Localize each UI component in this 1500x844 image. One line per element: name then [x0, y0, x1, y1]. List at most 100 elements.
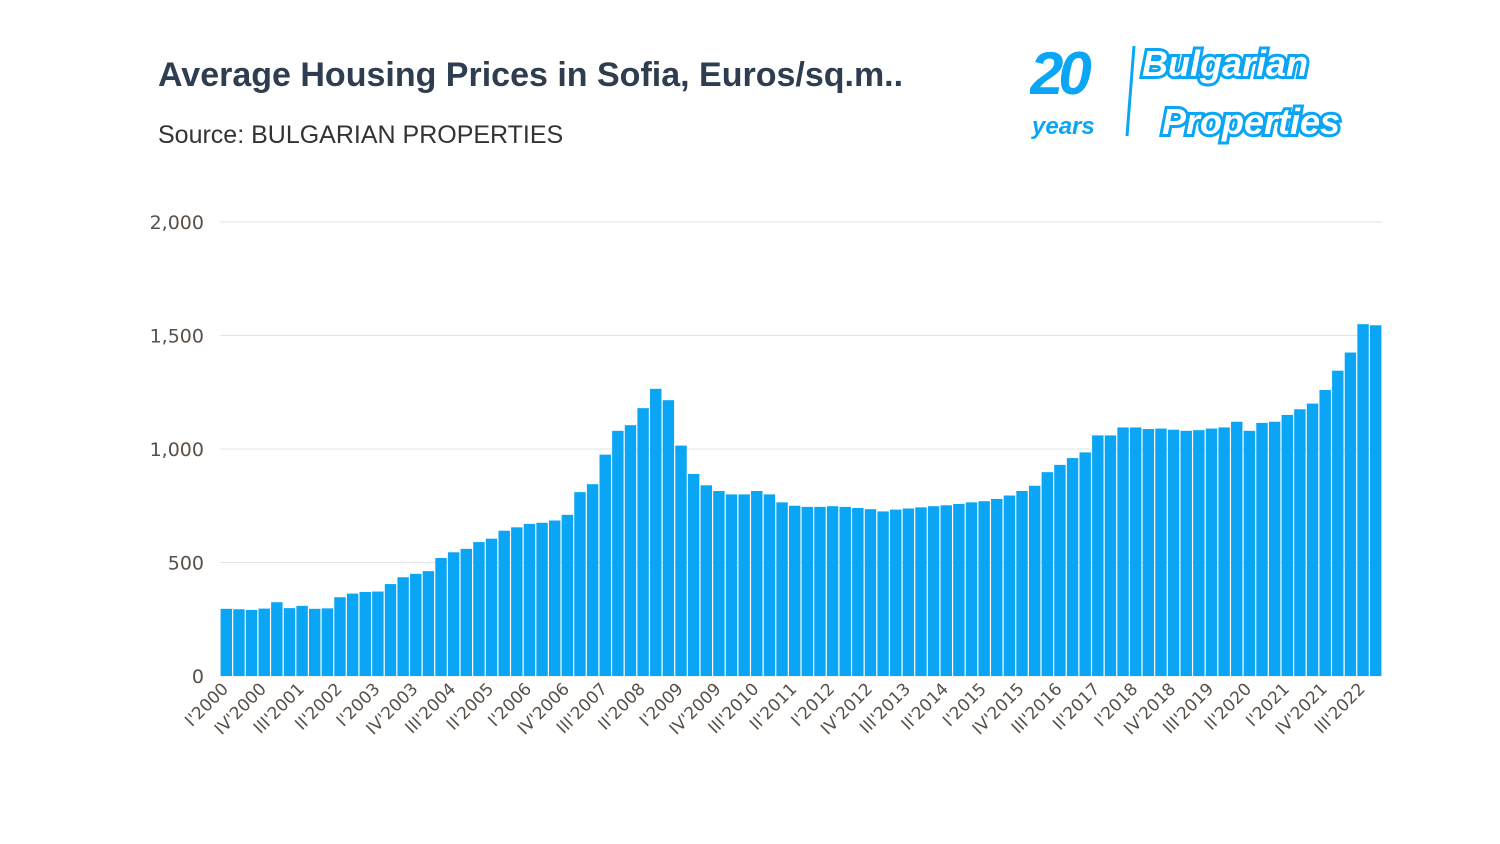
- bar: [890, 509, 902, 676]
- y-tick-label: 1,000: [150, 439, 204, 461]
- bar: [397, 577, 409, 676]
- bar: [902, 508, 915, 676]
- bar: [1231, 421, 1243, 676]
- bar: [586, 484, 599, 676]
- bar: [523, 523, 536, 676]
- bar: [1344, 352, 1357, 676]
- logo-years: years: [1031, 113, 1095, 140]
- bar: [814, 506, 826, 676]
- bar: [940, 505, 952, 676]
- bar: [1003, 495, 1016, 676]
- bar: [1319, 389, 1331, 676]
- bar: [776, 502, 788, 676]
- bar: [334, 597, 346, 676]
- bar: [877, 511, 889, 676]
- bar: [384, 584, 397, 676]
- bar: [574, 492, 586, 676]
- bar: [1142, 429, 1155, 676]
- bar: [1268, 421, 1281, 676]
- bar: [801, 506, 814, 676]
- bar: [271, 602, 283, 676]
- logo-line1: Bulgarian: [1142, 43, 1308, 84]
- bar: [1079, 452, 1091, 676]
- bar: [1281, 414, 1293, 676]
- bar: [1041, 472, 1054, 676]
- bar: [321, 608, 334, 676]
- bar: [447, 552, 460, 676]
- chart-title: Average Housing Prices in Sofia, Euros/s…: [158, 56, 904, 94]
- bar: [927, 506, 940, 676]
- bar: [751, 490, 763, 676]
- bar: [953, 503, 965, 676]
- bar: [1180, 430, 1192, 676]
- bar: [485, 538, 498, 676]
- bar: [637, 408, 649, 676]
- bar: [1117, 427, 1129, 676]
- bar: [359, 592, 371, 676]
- bar: [662, 400, 675, 676]
- bar: [511, 527, 523, 676]
- bar: [1205, 428, 1218, 676]
- bar: [1167, 429, 1180, 676]
- bar: [1218, 427, 1230, 676]
- bulgarian-properties-logo: 20 years Bulgarian Properties: [1030, 40, 1343, 145]
- bar: [1054, 464, 1066, 676]
- bar: [826, 506, 839, 676]
- bar: [1193, 430, 1205, 676]
- bar: [839, 506, 851, 676]
- bar: [346, 593, 359, 676]
- bar: [1306, 403, 1319, 676]
- bar: [283, 608, 296, 676]
- bar: [498, 530, 510, 676]
- bar: [700, 485, 712, 676]
- bar: [548, 520, 561, 676]
- logo-number: 20: [1030, 40, 1091, 107]
- bar: [612, 430, 624, 676]
- bar: [788, 505, 801, 676]
- bar: [675, 445, 687, 676]
- bar: [713, 490, 725, 676]
- bar: [650, 388, 662, 676]
- bar: [738, 494, 750, 676]
- bar: [915, 507, 927, 676]
- bar: [763, 494, 776, 676]
- bar: [599, 454, 611, 676]
- chart-subtitle: Source: BULGARIAN PROPERTIES: [158, 121, 564, 149]
- bar: [220, 608, 233, 676]
- bar: [233, 609, 245, 676]
- logo-line2: Properties: [1162, 101, 1340, 142]
- bar: [422, 571, 435, 676]
- bar: [1243, 430, 1256, 676]
- bar: [258, 608, 270, 676]
- y-tick-label: 2,000: [150, 212, 204, 234]
- bar: [561, 514, 574, 676]
- bar: [309, 608, 321, 676]
- bar: [1129, 427, 1142, 676]
- bar: [245, 609, 258, 676]
- y-tick-label: 0: [192, 666, 204, 688]
- bar: [725, 494, 738, 676]
- bar: [1294, 409, 1306, 676]
- bar: [687, 473, 700, 676]
- bar: [978, 501, 990, 676]
- bar: [991, 498, 1003, 676]
- bar: [1155, 428, 1167, 676]
- bar: [864, 509, 877, 676]
- bar: [1357, 324, 1369, 676]
- bar: [852, 508, 864, 676]
- bar: [1016, 490, 1028, 676]
- bar: [1104, 435, 1117, 676]
- bar: [372, 591, 384, 676]
- bar: [473, 542, 485, 676]
- bar: [410, 573, 422, 676]
- bar: [1256, 422, 1268, 676]
- bar: [624, 425, 637, 676]
- logo-divider: [1125, 45, 1136, 137]
- bar: [1028, 485, 1041, 676]
- bar: [1369, 325, 1382, 676]
- bar: [965, 502, 978, 676]
- bar: [1332, 370, 1344, 676]
- bar: [536, 522, 548, 676]
- bar: [1066, 458, 1079, 676]
